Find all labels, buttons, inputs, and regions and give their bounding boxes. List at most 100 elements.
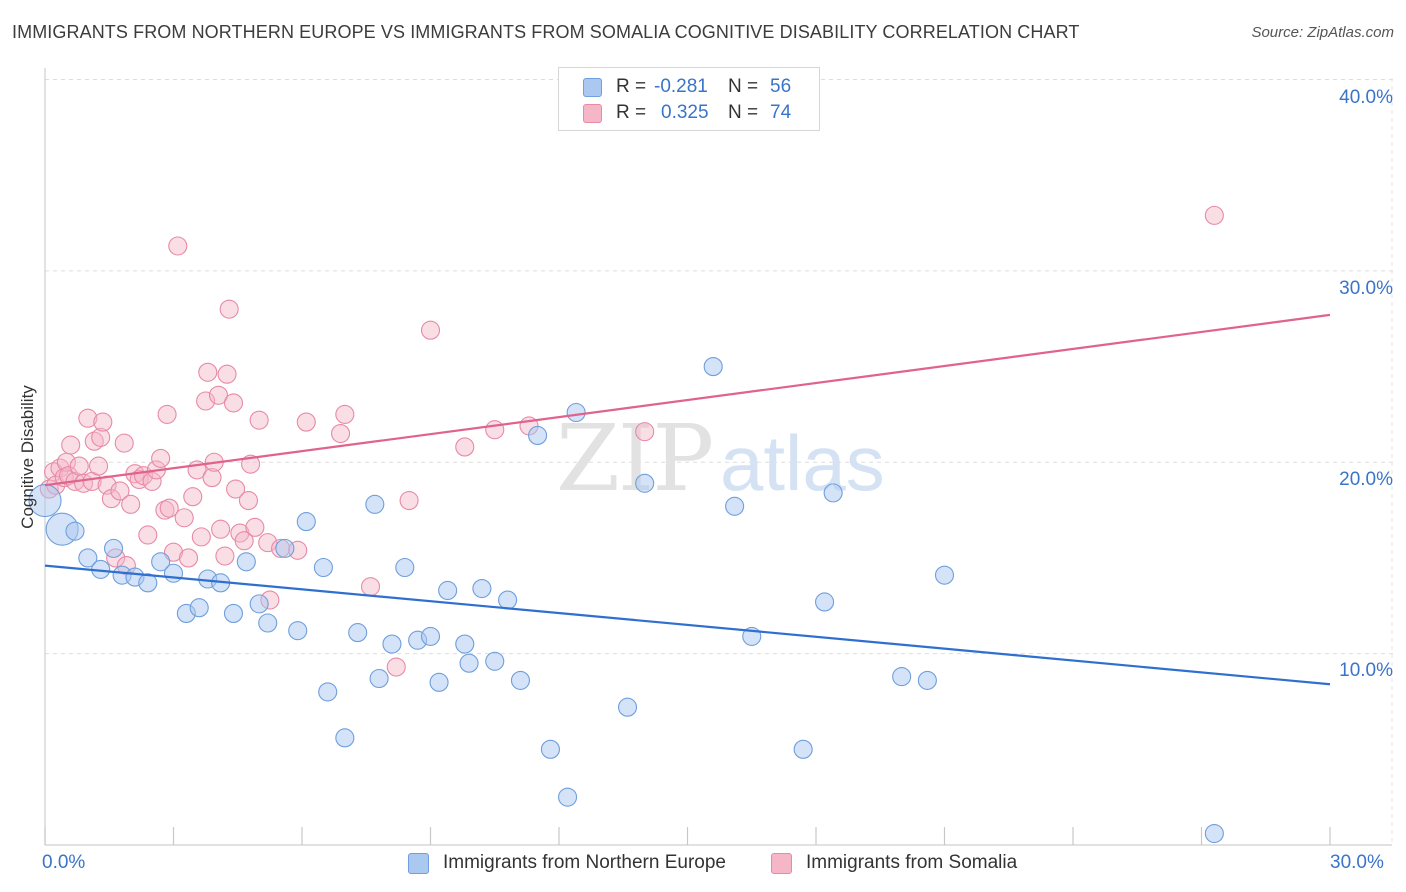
n-value: 74 [770,102,792,123]
northern-europe-point [138,573,158,593]
northern-europe-point [348,623,368,643]
svg-text:atlas: atlas [720,419,885,507]
somalia-point [258,533,278,553]
northern-europe-point [725,496,745,516]
northern-europe-point [540,739,560,759]
somalia-point [93,412,113,432]
northern-europe-point [917,670,937,690]
northern-europe-point [163,563,184,583]
r-value: -0.281 [654,76,708,97]
legend-item-somalia: Immigrants from Somalia [771,852,1017,874]
northern-europe-point [703,357,723,377]
northern-europe-point [382,634,402,654]
northern-europe-point [558,787,578,807]
northern-europe-point [275,538,295,558]
correlation-legend: R = -0.281 N = 56 R = 0.325 N = 74 [558,67,820,131]
somalia-point [88,456,109,476]
somalia-point [208,385,229,405]
somalia-point [69,456,89,476]
somalia-point [174,508,194,528]
somalia-point [198,362,218,382]
northern-europe-point [151,552,171,572]
somalia-point [121,494,141,514]
northern-europe-point [815,592,835,612]
somalia-points [39,205,1224,677]
northern-europe-point [566,402,586,423]
legend-label: Immigrants from Northern Europe [443,852,726,873]
blue-swatch [583,77,602,97]
y-tick-label-40: 40.0% [1339,87,1393,108]
northern-europe-point [892,667,912,687]
somalia-point [91,427,111,447]
watermark-zipatlas: ZIP atlas [556,405,885,512]
somalia-point [191,527,211,547]
somalia-trend-line [44,313,1331,487]
r-label: R = [616,102,647,123]
somalia-point [138,525,158,545]
northern-europe-points [28,357,1224,844]
legend-row-northern-europe: R = -0.281 N = 56 [583,74,791,100]
somalia-point [223,393,244,413]
n-value: 56 [770,76,792,97]
somalia-point [234,531,254,551]
blue-swatch [408,852,429,874]
n-label: N = [728,102,759,123]
somalia-point [61,435,81,455]
northern-europe-point [429,672,449,692]
somalia-point [245,517,265,537]
legend-item-northern-europe: Immigrants from Northern Europe [408,852,726,874]
somalia-point [238,490,259,511]
somalia-point [159,498,179,518]
n-label: N = [728,76,759,97]
northern-europe-point [420,626,441,646]
trend-lines [44,313,1331,686]
northern-europe-point [1204,823,1224,844]
northern-europe-point [438,580,458,601]
legend-row-somalia: R = 0.325 N = 74 [583,100,791,126]
northern-europe-point [223,603,244,623]
northern-europe-point [189,598,209,618]
northern-europe-point [823,483,843,503]
somalia-point [249,410,269,430]
somalia-point [485,420,505,440]
somalia-point [219,299,239,319]
somalia-point [183,487,203,507]
x-tick-label-0: 0.0% [42,852,86,873]
northern-europe-point [249,594,269,614]
r-value: 0.325 [661,102,709,123]
northern-europe-point [365,494,385,514]
somalia-point [420,320,441,340]
somalia-point [78,408,98,428]
y-tick-label-10: 10.0% [1339,660,1393,681]
legend-label: Immigrants from Somalia [806,852,1018,873]
northern-europe-point [288,621,308,641]
northern-europe-point [103,538,124,558]
northern-europe-point [296,512,316,532]
northern-europe-point [78,548,98,568]
source-credit: Source: ZipAtlas.com [1251,24,1394,41]
x-tick-label-30: 30.0% [1330,852,1384,873]
somalia-point [386,657,406,677]
svg-text:ZIP: ZIP [556,405,712,512]
somalia-point [163,542,184,562]
axes [44,68,1393,846]
northern-europe-point [258,613,278,633]
somalia-point [211,519,231,539]
somalia-point [360,577,381,597]
somalia-point [178,548,199,568]
y-axis-label: Cognitive Disability [18,385,37,529]
northern-europe-point [617,697,638,717]
y-tick-label-30: 30.0% [1339,278,1393,299]
somalia-point [330,423,351,444]
somalia-point [114,433,134,453]
somalia-point [157,404,177,424]
somalia-point [168,236,188,256]
northern-europe-point [510,670,531,690]
northern-europe-point [472,579,492,599]
northern-europe-point [485,651,505,671]
somalia-point [455,437,475,457]
somalia-point [217,364,237,384]
northern-europe-point [65,521,85,541]
somalia-point [151,448,171,468]
